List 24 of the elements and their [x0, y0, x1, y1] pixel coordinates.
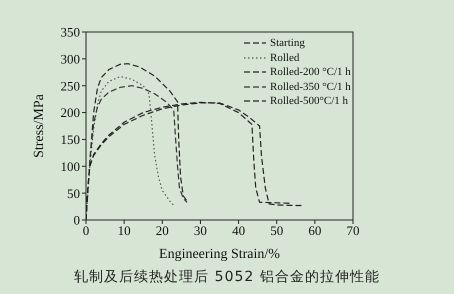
- y-tick-label: 200: [60, 105, 80, 120]
- y-tick-label: 250: [60, 78, 80, 94]
- y-tick-label: 150: [60, 132, 80, 148]
- legend-label: Starting: [270, 36, 305, 50]
- y-tick-label: 0: [74, 212, 80, 228]
- x-tick-label: 10: [118, 223, 131, 238]
- x-tick-label: 0: [82, 223, 90, 238]
- x-tick-label: 30: [194, 223, 207, 238]
- x-tick-label: 60: [308, 223, 322, 238]
- x-tick-label: 40: [232, 223, 246, 238]
- x-axis-title: Engineering Strain/%: [159, 247, 280, 262]
- x-tick-label: 50: [270, 223, 284, 238]
- y-tick-label: 100: [60, 158, 80, 174]
- legend-label: Rolled-350 °C/1 h: [270, 80, 351, 94]
- legend-label: Rolled-500°C/1 h: [270, 94, 348, 108]
- y-tick-label: 50: [67, 186, 80, 201]
- legend-label: Rolled-200 °C/1 h: [270, 65, 351, 80]
- x-tick-label: 20: [156, 223, 169, 238]
- y-tick-label: 350: [60, 24, 80, 40]
- x-tick-label: 70: [346, 223, 360, 238]
- y-tick-label: 300: [60, 51, 80, 66]
- text: 轧制及后续热处理后 5052 铝合金的拉伸性能: [73, 268, 381, 286]
- y-axis-title: Stress/MPa: [32, 93, 47, 158]
- legend-label: Rolled: [270, 50, 300, 65]
